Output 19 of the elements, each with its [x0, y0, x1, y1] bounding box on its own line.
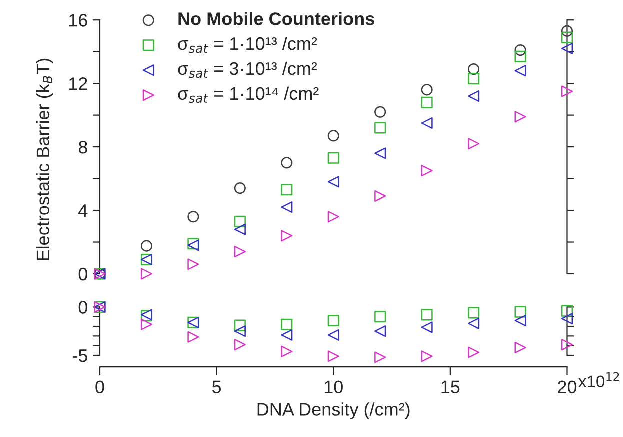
y-tick-label: 0	[78, 268, 88, 281]
x-tick-label: 15	[442, 380, 460, 394]
y-tick-label: 4	[78, 204, 88, 218]
x-tick-label: 5	[212, 380, 222, 394]
legend-label: No Mobile Counterions	[178, 12, 374, 26]
legend-label: σ$_{sat}$ = 1·10¹³ /cm²	[178, 36, 318, 54]
y-axis-title: Electrostatic Barrier (k$_{B}$T)	[36, 58, 54, 260]
y-tick-label: -5	[72, 350, 88, 362]
y-tick-label: 12	[69, 78, 88, 90]
x-tick-label: 0	[96, 380, 104, 394]
y-tick-label: 0	[78, 301, 88, 314]
text: x10$^{12}$	[578, 372, 620, 388]
x-axis-title: DNA Density (/cm²)	[258, 402, 410, 420]
y-tick-label: 16	[69, 14, 88, 27]
y-tick-label: 8	[78, 140, 88, 154]
legend-label: σ$_{sat}$ = 3·10¹³ /cm²	[178, 62, 318, 78]
x-tick-label: 10	[324, 380, 343, 394]
legend-label: σ$_{sat}$ = 1·10¹⁴ /cm²	[178, 86, 319, 104]
x-tick-label: 20	[558, 380, 577, 394]
